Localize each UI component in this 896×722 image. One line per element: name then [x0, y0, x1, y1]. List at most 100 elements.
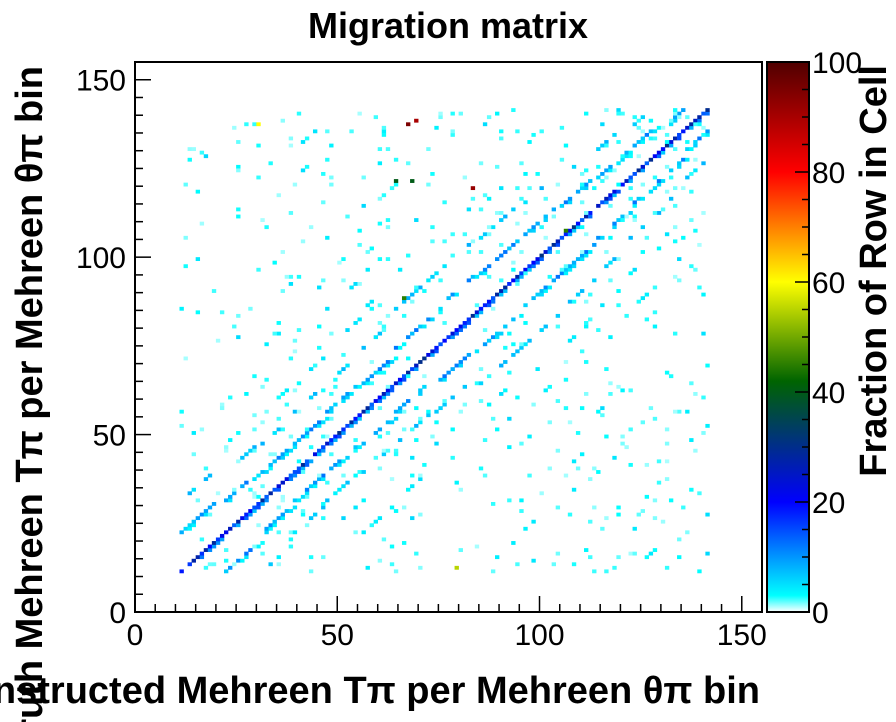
heatmap-cell — [418, 388, 423, 393]
heatmap-cell — [418, 565, 423, 570]
plot-frame — [134, 61, 763, 613]
heatmap-cell — [341, 431, 346, 435]
heatmap-cell — [571, 225, 577, 230]
heatmap-cell — [523, 200, 528, 205]
heatmap-cell — [535, 221, 540, 226]
x-tick-label: 50 — [321, 619, 354, 652]
heatmap-cell — [377, 427, 383, 432]
heatmap-cell — [361, 381, 366, 386]
heatmap-cell — [284, 402, 290, 407]
heatmap-cell — [503, 388, 508, 393]
colorbar-tick-label: 40 — [812, 377, 845, 410]
heatmap-cell — [292, 505, 298, 510]
heatmap-cell — [369, 299, 374, 304]
heatmap-cell — [616, 303, 621, 308]
heatmap-cell — [361, 530, 366, 535]
heatmap-cell — [652, 175, 658, 180]
heatmap-cell — [207, 473, 213, 478]
heatmap-cell — [656, 480, 662, 485]
heatmap-cell — [361, 470, 366, 474]
heatmap-cell — [337, 487, 342, 492]
heatmap-cell — [381, 395, 387, 400]
heatmap-cell — [369, 402, 374, 407]
heatmap-cell — [612, 565, 617, 570]
x-axis: 0 50 100 150 — [127, 596, 767, 652]
heatmap-cell — [329, 406, 334, 411]
heatmap-cell — [410, 367, 415, 372]
heatmap-cell — [426, 278, 431, 283]
heatmap-cell — [333, 402, 338, 407]
heatmap-cell — [563, 200, 569, 205]
heatmap-cell — [523, 267, 528, 272]
heatmap-cell — [418, 285, 423, 290]
heatmap-cell — [584, 321, 589, 325]
heatmap-cell — [252, 448, 257, 453]
heatmap-cell — [466, 278, 472, 283]
heatmap-cell — [276, 562, 281, 567]
heatmap-cell — [681, 129, 686, 134]
heatmap-cell — [604, 140, 609, 144]
heatmap-cell — [183, 526, 188, 531]
heatmap-cell — [426, 147, 431, 152]
heatmap-cell — [260, 484, 265, 489]
heatmap-cell — [474, 349, 480, 354]
heatmap-cell — [616, 161, 621, 166]
heatmap-cell — [668, 168, 674, 173]
heatmap-cell — [685, 115, 690, 120]
heatmap-cell — [353, 505, 358, 510]
heatmap-cell — [369, 306, 374, 311]
heatmap-cell — [531, 225, 536, 230]
heatmap-cell — [592, 186, 597, 191]
heatmap-cell — [203, 154, 209, 159]
heatmap-cell — [535, 172, 540, 176]
heatmap-cell — [600, 406, 605, 411]
heatmap-cell — [511, 267, 516, 272]
heatmap-cell — [381, 392, 387, 396]
heatmap-cell — [660, 179, 666, 183]
heatmap-cell — [312, 129, 318, 134]
chart-title: Migration matrix — [308, 5, 588, 46]
heatmap-cell — [406, 122, 411, 127]
heatmap-cell — [458, 548, 463, 552]
heatmap-cell — [329, 409, 334, 414]
heatmap-cell — [430, 317, 435, 322]
heatmap-cell — [503, 214, 508, 219]
heatmap-cell — [276, 331, 281, 336]
heatmap-cell — [377, 367, 383, 372]
heatmap-cell — [296, 459, 302, 464]
heatmap-cell — [579, 250, 585, 254]
heatmap-cell — [300, 512, 306, 517]
heatmap-cell — [345, 363, 350, 368]
heatmap-cell — [503, 360, 508, 364]
heatmap-cell — [677, 257, 682, 262]
heatmap-cell — [640, 250, 645, 254]
heatmap-cell — [600, 172, 605, 176]
heatmap-cell — [523, 526, 528, 531]
heatmap-cell — [369, 360, 374, 364]
heatmap-cell — [563, 406, 569, 411]
heatmap-cell — [640, 420, 645, 425]
heatmap-cell — [466, 317, 472, 322]
heatmap-cell — [495, 292, 500, 297]
heatmap-cell — [616, 257, 621, 262]
heatmap-cell — [272, 331, 277, 336]
heatmap-cell — [677, 409, 682, 414]
heatmap-cell — [361, 441, 366, 446]
heatmap-cell — [406, 487, 411, 492]
heatmap-cell — [377, 395, 383, 400]
heatmap-cell — [414, 289, 419, 293]
heatmap-cell — [693, 157, 698, 162]
heatmap-cell — [571, 164, 577, 169]
heatmap-cell — [256, 267, 261, 272]
heatmap-cell — [292, 182, 298, 187]
heatmap-cell — [183, 235, 188, 240]
heatmap-cell — [280, 427, 285, 432]
heatmap-cell — [673, 409, 678, 414]
heatmap-cell — [308, 445, 314, 450]
heatmap-cell — [588, 214, 593, 219]
heatmap-cell — [539, 328, 544, 332]
heatmap-cell — [515, 562, 520, 567]
heatmap-cell — [495, 555, 500, 560]
heatmap-cell — [519, 441, 524, 446]
heatmap-cell — [681, 108, 686, 112]
